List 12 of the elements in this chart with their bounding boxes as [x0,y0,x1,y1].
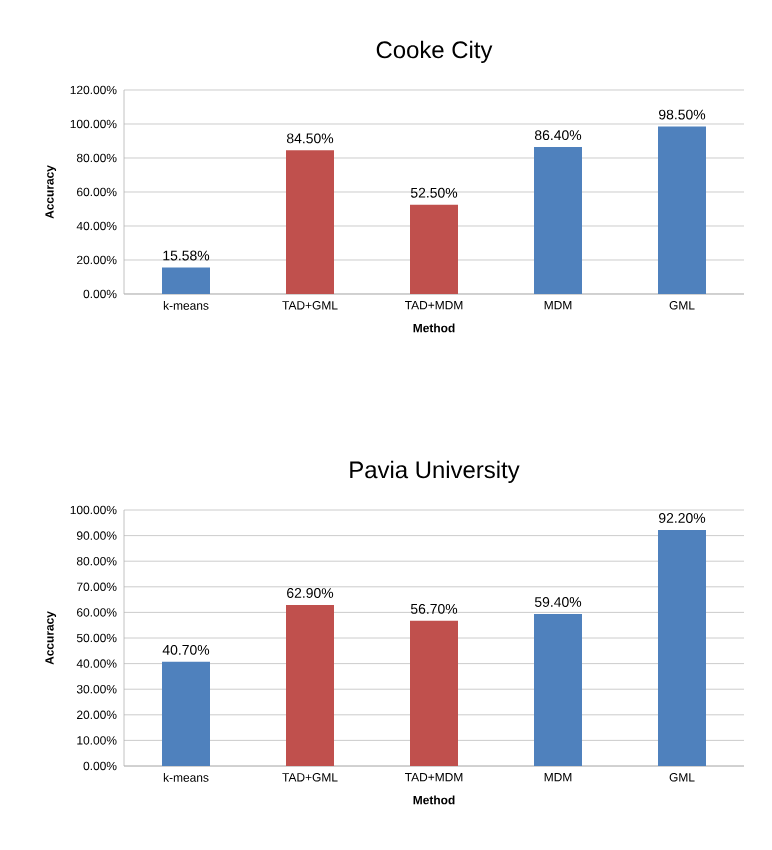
bar [286,150,334,294]
bar [410,204,458,294]
bar [658,529,706,766]
chart-title: Cooke City [376,40,493,63]
bar [162,267,210,294]
bar [534,613,582,766]
chart-title: Pavia University [350,460,520,484]
bar [286,604,334,766]
bar [658,126,706,294]
bar [534,147,582,294]
bar [410,620,458,766]
bar [162,661,210,766]
